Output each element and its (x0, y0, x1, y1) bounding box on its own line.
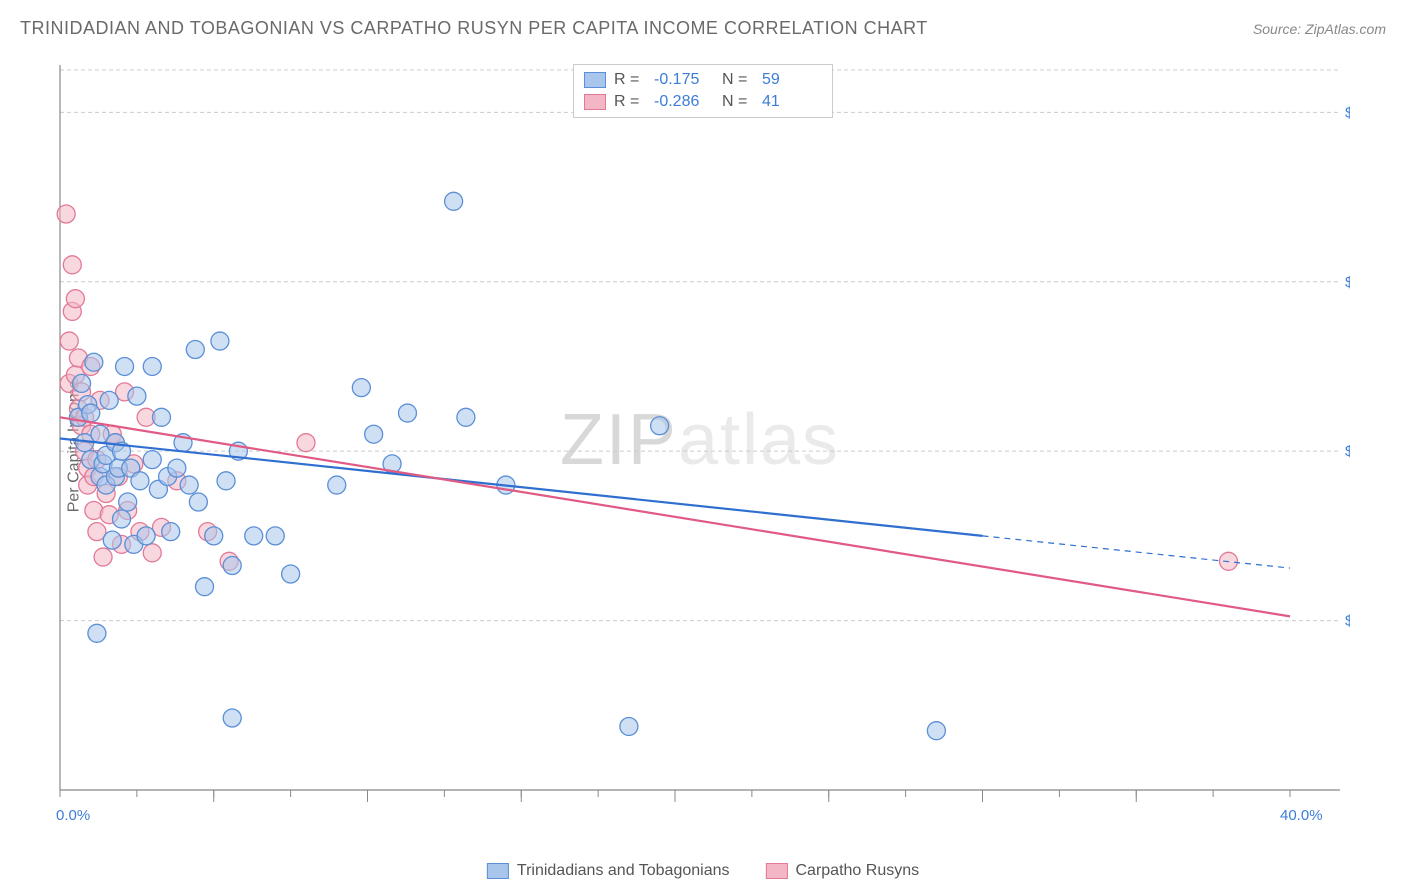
legend-swatch-2 (765, 863, 787, 879)
n-value-1: 59 (762, 71, 822, 89)
stats-legend: R = -0.175 N = 59 R = -0.286 N = 41 (573, 64, 833, 118)
stats-row-2: R = -0.286 N = 41 (584, 91, 822, 113)
legend-swatch-1 (487, 863, 509, 879)
plot-area: ZIPatlas $20,000$40,000$60,000$80,000 (50, 60, 1350, 820)
svg-text:$80,000: $80,000 (1345, 104, 1350, 121)
chart-title: TRINIDADIAN AND TOBAGONIAN VS CARPATHO R… (20, 18, 928, 39)
r-label-1: R = (614, 71, 646, 89)
svg-text:$40,000: $40,000 (1345, 443, 1350, 460)
source-label: Source: ZipAtlas.com (1253, 21, 1386, 37)
r-value-1: -0.175 (654, 71, 714, 89)
series-legend: Trinidadians and Tobagonians Carpatho Ru… (487, 862, 919, 880)
stats-row-1: R = -0.175 N = 59 (584, 69, 822, 91)
r-label-2: R = (614, 93, 646, 111)
legend-item-2: Carpatho Rusyns (765, 862, 919, 880)
legend-label-2: Carpatho Rusyns (795, 862, 919, 880)
n-value-2: 41 (762, 93, 822, 111)
swatch-series-1 (584, 72, 606, 88)
swatch-series-2 (584, 94, 606, 110)
x-tick-0: 0.0% (56, 807, 90, 824)
x-tick-1: 40.0% (1280, 807, 1323, 824)
chart-svg: $20,000 $40,000 $60,000 $80,000 (50, 60, 1350, 820)
svg-text:$20,000: $20,000 (1345, 613, 1350, 630)
legend-item-1: Trinidadians and Tobagonians (487, 862, 730, 880)
n-label-1: N = (722, 71, 754, 89)
n-label-2: N = (722, 93, 754, 111)
r-value-2: -0.286 (654, 93, 714, 111)
svg-text:$60,000: $60,000 (1345, 274, 1350, 291)
legend-label-1: Trinidadians and Tobagonians (517, 862, 730, 880)
